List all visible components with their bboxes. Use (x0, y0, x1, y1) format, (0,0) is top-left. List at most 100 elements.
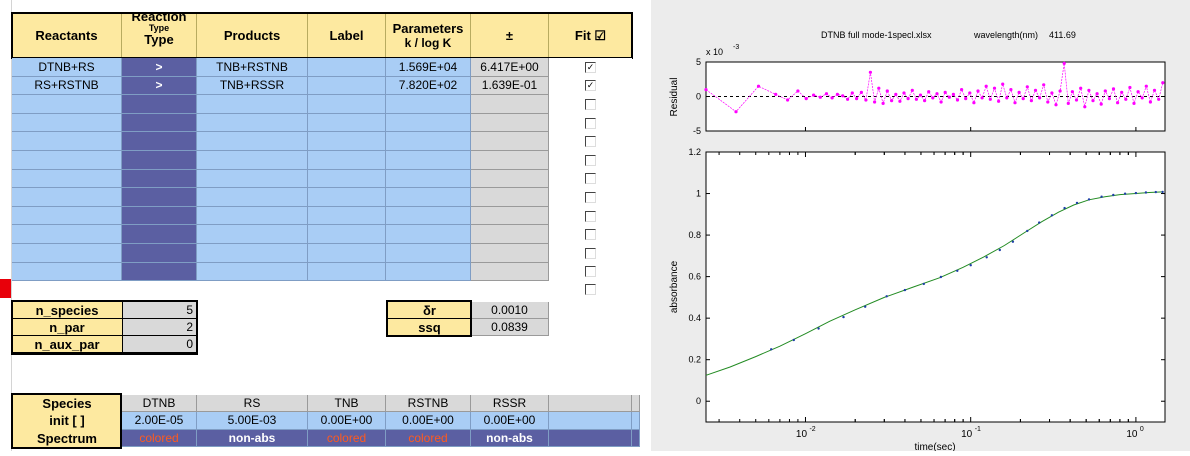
label-cell[interactable] (308, 206, 386, 226)
reaction-type-cell[interactable] (122, 151, 197, 170)
products-cell[interactable] (197, 132, 308, 151)
species-spectrum-cell[interactable]: colored (122, 429, 197, 447)
checkbox-icon[interactable] (585, 284, 596, 295)
species-name-cell[interactable]: RSSR (471, 395, 549, 413)
reaction-type-cell[interactable] (122, 188, 197, 207)
reactants-cell[interactable] (12, 188, 122, 207)
reactants-cell[interactable] (12, 225, 122, 244)
stat-value[interactable]: 0.0839 (471, 319, 549, 336)
species-spectrum-cell[interactable] (549, 429, 632, 447)
reactants-cell[interactable] (12, 151, 122, 170)
label-cell[interactable] (308, 76, 386, 96)
species-name-cell[interactable]: RS (197, 395, 308, 413)
reaction-type-cell[interactable]: > (122, 58, 197, 77)
label-cell[interactable] (308, 151, 386, 170)
products-cell[interactable] (197, 262, 308, 282)
label-cell[interactable] (308, 188, 386, 207)
checkbox-icon[interactable] (585, 191, 596, 203)
checkbox-icon[interactable] (585, 247, 596, 259)
fit-cell[interactable] (549, 132, 632, 151)
species-spectrum-cell[interactable]: colored (386, 429, 471, 447)
stat-value[interactable]: 0.0010 (471, 302, 549, 319)
species-init-cell[interactable]: 0.00E+00 (386, 412, 471, 430)
species-spectrum-cell[interactable]: non-abs (471, 429, 549, 447)
fit-cell[interactable] (549, 188, 632, 207)
selected-row-marker[interactable] (0, 279, 11, 298)
species-name-cell[interactable] (549, 395, 632, 413)
parameter-cell[interactable]: 1.569E+04 (386, 58, 471, 77)
fit-cell[interactable] (549, 225, 632, 244)
fit-cell[interactable] (549, 262, 632, 282)
products-cell[interactable] (197, 95, 308, 114)
fit-cell[interactable] (549, 244, 632, 263)
reaction-type-cell[interactable] (122, 262, 197, 282)
species-init-cell[interactable] (549, 412, 632, 430)
label-cell[interactable] (308, 225, 386, 244)
reaction-type-cell[interactable]: > (122, 76, 197, 96)
header-products[interactable]: Products (197, 13, 308, 58)
parameter-cell[interactable]: 7.820E+02 (386, 76, 471, 96)
count-value[interactable]: 0 (123, 336, 197, 353)
checkbox-icon[interactable]: ✓ (585, 80, 596, 92)
parameter-cell[interactable] (386, 206, 471, 226)
reactants-cell[interactable] (12, 113, 122, 133)
parameter-cell[interactable] (386, 188, 471, 207)
reaction-type-cell[interactable] (122, 225, 197, 244)
parameter-cell[interactable] (386, 132, 471, 151)
fit-cell[interactable] (549, 151, 632, 170)
parameter-cell[interactable] (386, 95, 471, 114)
reactants-cell[interactable] (12, 132, 122, 151)
count-value[interactable]: 5 (123, 302, 197, 319)
products-cell[interactable] (197, 206, 308, 226)
fit-cell[interactable] (549, 206, 632, 226)
label-cell[interactable] (308, 262, 386, 282)
products-cell[interactable] (197, 151, 308, 170)
checkbox-icon[interactable] (585, 136, 596, 148)
parameter-cell[interactable] (386, 169, 471, 189)
reactants-cell[interactable]: DTNB+RS (12, 58, 122, 77)
header-plus-minus[interactable]: ± (471, 13, 549, 58)
label-cell[interactable] (308, 244, 386, 263)
products-cell[interactable] (197, 188, 308, 207)
checkbox-icon[interactable] (585, 98, 596, 110)
reactants-cell[interactable] (12, 206, 122, 226)
parameter-cell[interactable] (386, 151, 471, 170)
species-init-cell[interactable]: 5.00E-03 (197, 412, 308, 430)
checkbox-icon[interactable] (585, 229, 596, 241)
products-cell[interactable] (197, 244, 308, 263)
reaction-type-cell[interactable] (122, 206, 197, 226)
parameter-cell[interactable] (386, 244, 471, 263)
products-cell[interactable]: TNB+RSTNB (197, 58, 308, 77)
checkbox-icon[interactable] (585, 210, 596, 222)
reaction-type-cell[interactable] (122, 169, 197, 189)
header-parameters[interactable]: Parameters k / log K (386, 13, 471, 58)
reactants-cell[interactable]: RS+RSTNB (12, 76, 122, 96)
label-cell[interactable] (308, 113, 386, 133)
parameter-cell[interactable] (386, 262, 471, 282)
checkbox-icon[interactable] (585, 173, 596, 185)
products-cell[interactable] (197, 169, 308, 189)
fit-cell[interactable] (549, 95, 632, 114)
header-fit[interactable]: Fit ☑ (549, 13, 632, 58)
checkbox-icon[interactable] (585, 154, 596, 166)
species-name-cell[interactable]: RSTNB (386, 395, 471, 413)
parameter-cell[interactable] (386, 225, 471, 244)
fit-cell[interactable] (549, 113, 632, 133)
checkbox-icon[interactable] (585, 117, 596, 129)
reactants-cell[interactable] (12, 95, 122, 114)
reaction-type-cell[interactable] (122, 132, 197, 151)
products-cell[interactable] (197, 113, 308, 133)
species-init-cell[interactable]: 2.00E-05 (122, 412, 197, 430)
checkbox-icon[interactable] (585, 266, 596, 278)
reaction-type-cell[interactable] (122, 244, 197, 263)
fit-checkbox-extra[interactable] (549, 281, 632, 298)
reaction-type-cell[interactable] (122, 95, 197, 114)
products-cell[interactable] (197, 225, 308, 244)
label-cell[interactable] (308, 169, 386, 189)
label-cell[interactable] (308, 95, 386, 114)
species-spectrum-cell[interactable]: non-abs (197, 429, 308, 447)
reactants-cell[interactable] (12, 262, 122, 282)
fit-cell[interactable]: ✓ (549, 76, 632, 96)
reaction-type-cell[interactable] (122, 113, 197, 133)
reactants-cell[interactable] (12, 244, 122, 263)
